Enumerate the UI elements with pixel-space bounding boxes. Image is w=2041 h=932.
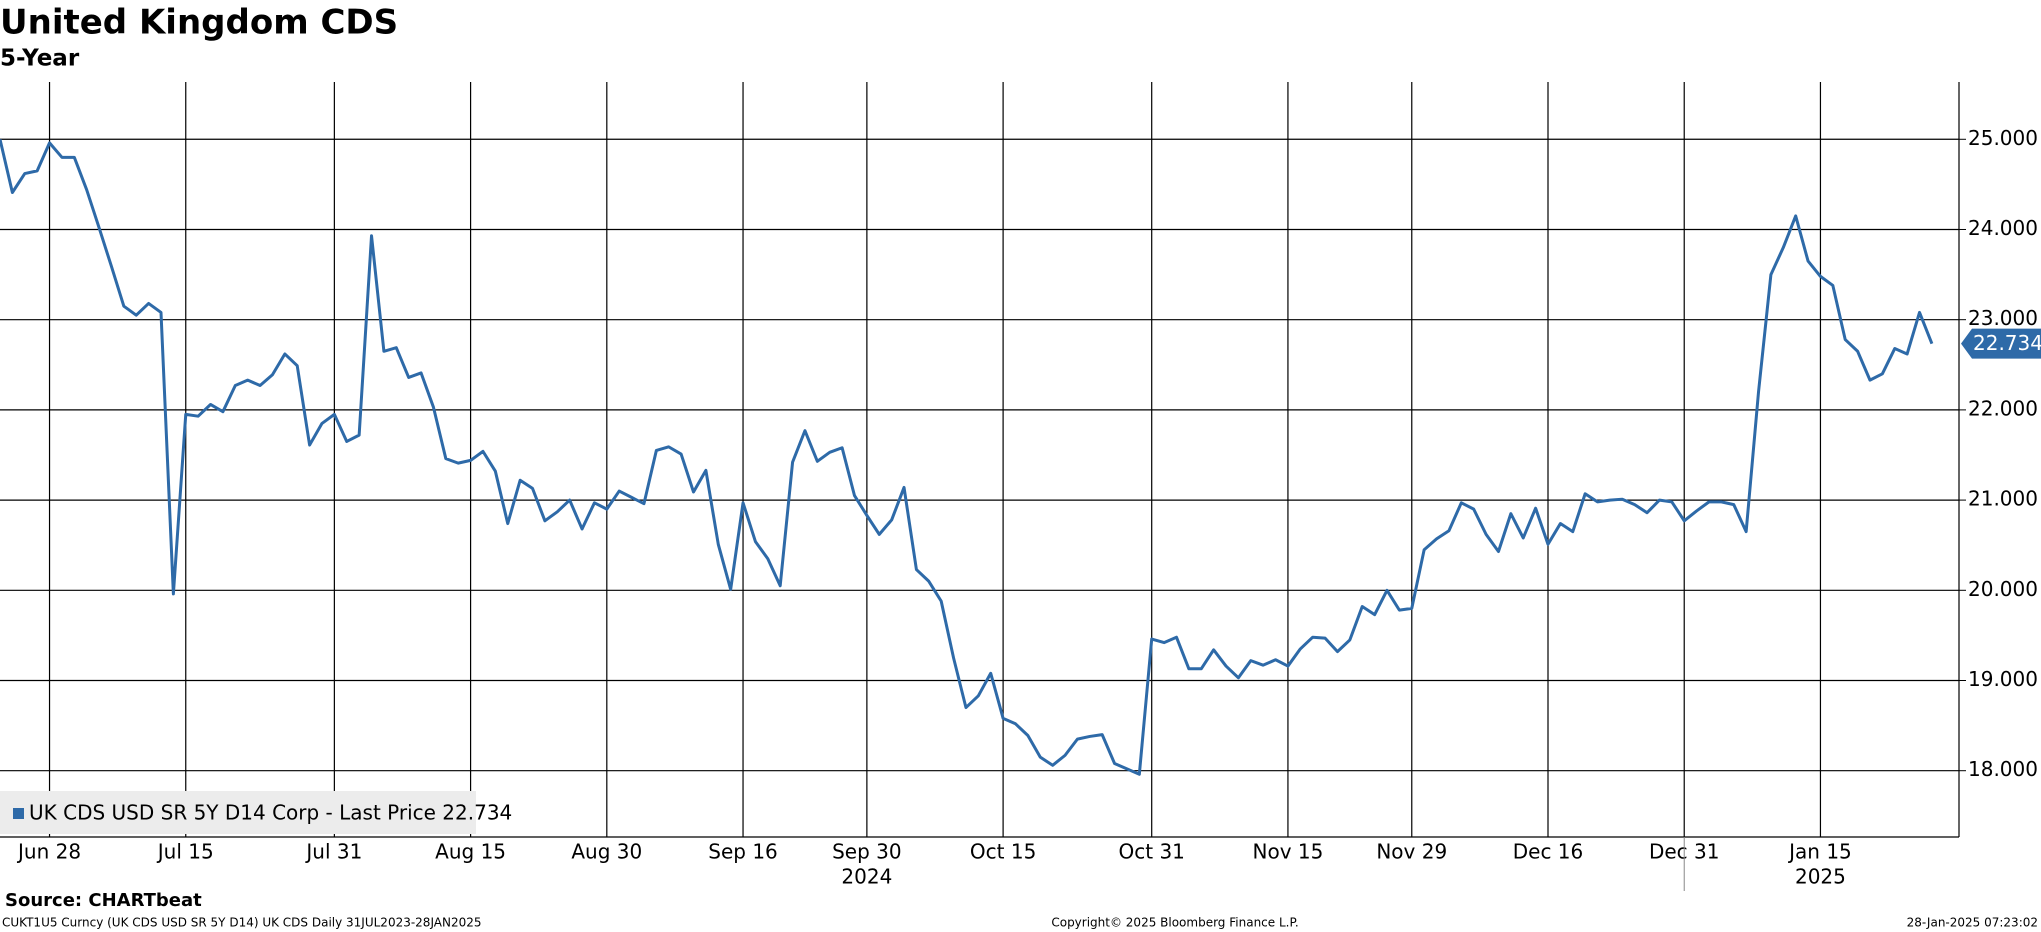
series-line xyxy=(0,138,1934,776)
x-tick-label: Aug 30 xyxy=(571,840,642,864)
source: Source: CHARTbeat xyxy=(5,890,202,911)
y-tick-label: 25.000 xyxy=(1968,126,2038,150)
x-tick-label: Jun 28 xyxy=(16,840,81,864)
x-tick-label: Aug 15 xyxy=(435,840,506,864)
y-tick-label: 20.000 xyxy=(1968,577,2038,601)
chart-title: United Kingdom CDS xyxy=(0,3,398,43)
last-price-tag xyxy=(1961,328,2041,359)
year-label: 2024 xyxy=(841,865,892,889)
x-tick-label: Sep 16 xyxy=(708,840,778,864)
timestamp: 28-Jan-2025 07:23:02 xyxy=(1907,916,2038,930)
y-tick-label: 19.000 xyxy=(1968,667,2038,691)
x-tick-label: Oct 31 xyxy=(1119,840,1185,864)
x-tick-label: Nov 15 xyxy=(1253,840,1324,864)
chart-subtitle: 5-Year xyxy=(0,46,80,72)
x-tick-label: Jul 31 xyxy=(304,840,362,864)
y-tick-label: 18.000 xyxy=(1968,757,2038,781)
legend-box xyxy=(0,791,476,834)
y-tick-label: 24.000 xyxy=(1968,216,2038,240)
legend-label: UK CDS USD SR 5Y D14 Corp - Last Price 2… xyxy=(29,801,512,825)
x-tick-label: Oct 15 xyxy=(970,840,1036,864)
x-tick-label: Jan 15 xyxy=(1787,840,1852,864)
last-price-label: 22.734 xyxy=(1973,331,2041,355)
y-tick-label: 21.000 xyxy=(1968,487,2038,511)
year-label: 2025 xyxy=(1795,865,1846,889)
y-tick-label: 22.000 xyxy=(1968,396,2038,420)
x-tick-label: Sep 30 xyxy=(832,840,902,864)
legend-swatch xyxy=(13,808,24,819)
copyright: Copyright© 2025 Bloomberg Finance L.P. xyxy=(1051,916,1298,930)
x-tick-label: Dec 16 xyxy=(1513,840,1584,864)
x-tick-label: Nov 29 xyxy=(1376,840,1447,864)
footnote: CUKT1U5 Curncy (UK CDS USD SR 5Y D14) UK… xyxy=(2,916,482,930)
x-tick-label: Jul 15 xyxy=(156,840,214,864)
y-tick-label: 23.000 xyxy=(1968,306,2038,330)
